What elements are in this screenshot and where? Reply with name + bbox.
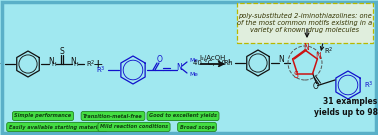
FancyBboxPatch shape [2, 2, 376, 133]
Text: Mild reaction conditions: Mild reaction conditions [100, 124, 168, 129]
Text: O: O [313, 82, 319, 91]
Text: N: N [70, 57, 76, 65]
Text: N: N [303, 43, 309, 52]
Text: R$^3$: R$^3$ [96, 64, 106, 76]
Text: Transition-metal-free: Transition-metal-free [83, 114, 143, 119]
Text: N: N [278, 55, 284, 65]
Text: Easily available starting materials: Easily available starting materials [9, 124, 105, 129]
Text: R$^1$: R$^1$ [223, 57, 233, 69]
Text: O: O [157, 55, 163, 65]
Text: Me: Me [189, 58, 198, 63]
Text: I₂/AcOH: I₂/AcOH [200, 55, 226, 61]
Text: Good to excellent yields: Good to excellent yields [149, 114, 217, 119]
Text: N: N [316, 52, 321, 61]
Text: R$^1$: R$^1$ [0, 58, 3, 70]
Text: Me: Me [189, 72, 198, 77]
FancyBboxPatch shape [237, 3, 373, 43]
Text: 31 examples
yields up to 98%: 31 examples yields up to 98% [314, 97, 378, 117]
Text: H: H [52, 62, 56, 67]
Text: S: S [60, 48, 64, 57]
Text: N: N [176, 63, 182, 72]
Text: S: S [294, 71, 299, 80]
Text: R$^3$: R$^3$ [364, 79, 373, 91]
Text: 40 °C, 10 h: 40 °C, 10 h [193, 60, 233, 66]
Text: Broad scope: Broad scope [180, 124, 214, 129]
Text: H: H [74, 62, 78, 67]
Text: +: + [93, 58, 103, 70]
Text: R$^2$: R$^2$ [86, 58, 96, 70]
Text: Simple performance: Simple performance [14, 114, 71, 119]
Text: poly-substituted 2-iminothiazolines: one
of the most common motifs existing in a: poly-substituted 2-iminothiazolines: one… [237, 13, 373, 33]
Text: N: N [48, 57, 54, 65]
Text: R$^2$: R$^2$ [324, 45, 334, 57]
